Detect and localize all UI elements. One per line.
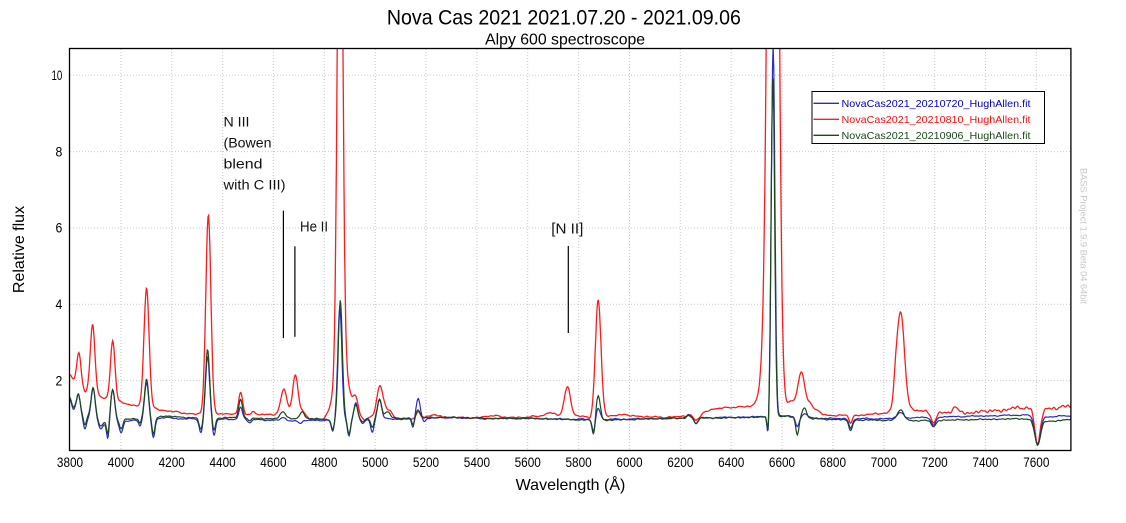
svg-text:2: 2 [56,372,63,388]
svg-text:4800: 4800 [311,454,337,470]
svg-text:6200: 6200 [667,454,693,470]
svg-text:4200: 4200 [159,454,185,470]
svg-text:with C III): with C III) [222,178,285,193]
svg-text:He II: He II [300,220,328,236]
svg-text:(Bowen: (Bowen [224,136,272,151]
svg-text:NovaCas2021_20210810_HughAllen: NovaCas2021_20210810_HughAllen.fit [842,114,1031,126]
svg-text:10: 10 [52,67,63,83]
svg-text:5200: 5200 [413,454,439,470]
svg-text:N III: N III [224,115,250,130]
svg-text:7200: 7200 [922,454,948,470]
svg-text:4400: 4400 [210,454,236,470]
svg-text:7400: 7400 [972,454,998,470]
svg-text:6600: 6600 [769,454,795,470]
svg-text:Relative flux: Relative flux [11,206,28,293]
svg-text:5800: 5800 [566,454,592,470]
svg-text:3800: 3800 [57,454,83,470]
svg-text:5000: 5000 [362,454,388,470]
svg-text:6800: 6800 [820,454,846,470]
svg-text:6000: 6000 [616,454,642,470]
svg-text:Nova Cas 2021 2021.07.20 - 202: Nova Cas 2021 2021.07.20 - 2021.09.06 [387,7,741,30]
svg-text:7600: 7600 [1023,454,1049,470]
svg-text:blend: blend [224,157,263,172]
svg-text:NovaCas2021_20210906_HughAllen: NovaCas2021_20210906_HughAllen.fit [842,130,1031,142]
svg-text:6: 6 [56,220,63,236]
svg-text:BASS Project 1.9.9 Beta 04 64b: BASS Project 1.9.9 Beta 04 64bit [1078,168,1088,305]
svg-text:7000: 7000 [871,454,897,470]
svg-text:Alpy 600 spectroscope: Alpy 600 spectroscope [485,31,645,48]
svg-text:5600: 5600 [515,454,541,470]
svg-text:4000: 4000 [108,454,134,470]
svg-text:5400: 5400 [464,454,490,470]
svg-text:Wavelength (Å): Wavelength (Å) [516,475,626,494]
svg-text:4: 4 [56,296,63,312]
svg-text:NovaCas2021_20210720_HughAllen: NovaCas2021_20210720_HughAllen.fit [842,98,1031,110]
svg-text:4600: 4600 [260,454,286,470]
svg-text:8: 8 [56,143,63,159]
svg-text:[N II]: [N II] [551,222,583,238]
svg-text:6400: 6400 [718,454,744,470]
